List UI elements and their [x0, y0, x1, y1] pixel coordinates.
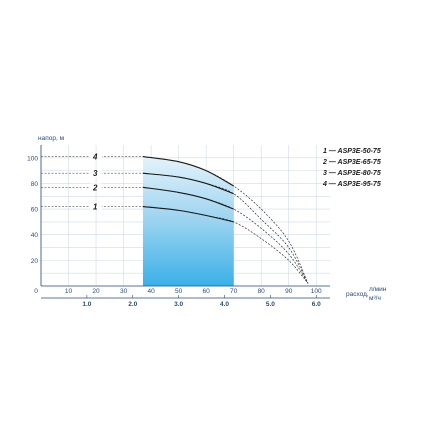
x-tick-label-lpm: 10 — [65, 288, 73, 295]
x-tick-label-m3h: 1.0 — [82, 301, 91, 308]
y-tick-label: 60 — [31, 207, 39, 214]
x-tick-label-lpm: 50 — [175, 288, 183, 295]
x-tick-label-lpm: 30 — [120, 288, 128, 295]
series-3-label-bg — [90, 169, 103, 178]
series-2-label: 2 — [92, 183, 98, 192]
x-tick-label-lpm: 70 — [230, 288, 238, 295]
legend-item-4: 4 — ASP3E-95-75 — [322, 181, 381, 188]
x-tick-label-lpm: 0 — [34, 288, 38, 295]
x-axis-label-m3h: м³/ч — [369, 295, 381, 302]
x-tick-label-lpm: 60 — [203, 288, 211, 295]
legend: 1 — ASP3E-50-75 2 — ASP3E-65-75 3 — ASP3E-… — [322, 148, 381, 188]
x-tick-label-m3h: 3.0 — [174, 301, 183, 308]
x-axis-label-lpm: л/мин — [369, 286, 387, 293]
y-tick-label: 40 — [31, 232, 39, 239]
legend-item-1: 1 — ASP3E-50-75 — [323, 148, 381, 155]
legend-item-3: 3 — ASP3E-80-75 — [323, 170, 381, 177]
legend-item-2: 2 — ASP3E-65-75 — [322, 159, 381, 166]
x-tick-label-m3h: 2.0 — [128, 301, 137, 308]
curves — [142, 155, 309, 284]
axes: 20 40 60 80 100 0 10 20 30 40 50 60 70 80 90 100 1.0 2.0 3… — [27, 145, 330, 308]
series-2-label-bg — [90, 183, 103, 192]
y-axis-label: напор, м — [38, 135, 65, 142]
series-2-line — [142, 186, 234, 210]
curve-leaders: 1 2 3 4 — [41, 152, 143, 212]
series-3-line — [142, 172, 234, 195]
y-tick-label: 80 — [31, 181, 39, 188]
series-4-label-bg — [90, 152, 103, 161]
x-tick-label-lpm: 20 — [92, 288, 100, 295]
y-tick-label: 100 — [27, 155, 38, 162]
series-1-line — [142, 205, 234, 223]
x-tick-label-m3h: 5.0 — [266, 301, 275, 308]
series-4-line — [142, 155, 234, 187]
x-tick-label-lpm: 100 — [311, 288, 322, 295]
series-1-label: 1 — [93, 203, 98, 212]
series-3-label: 3 — [93, 169, 98, 178]
working-range-area — [142, 156, 234, 286]
x-tick-label-lpm: 40 — [147, 288, 155, 295]
series-1-label-bg — [90, 202, 103, 211]
x-axis-label-flow: расход, — [346, 291, 369, 298]
series-4-label: 4 — [92, 153, 98, 162]
x-tick-label-lpm: 90 — [285, 288, 293, 295]
x-tick-label-m3h: 6.0 — [312, 301, 321, 308]
y-tick-label: 20 — [31, 258, 39, 265]
x-tick-label-m3h: 4.0 — [220, 301, 229, 308]
x-tick-label-lpm: 80 — [258, 288, 266, 295]
